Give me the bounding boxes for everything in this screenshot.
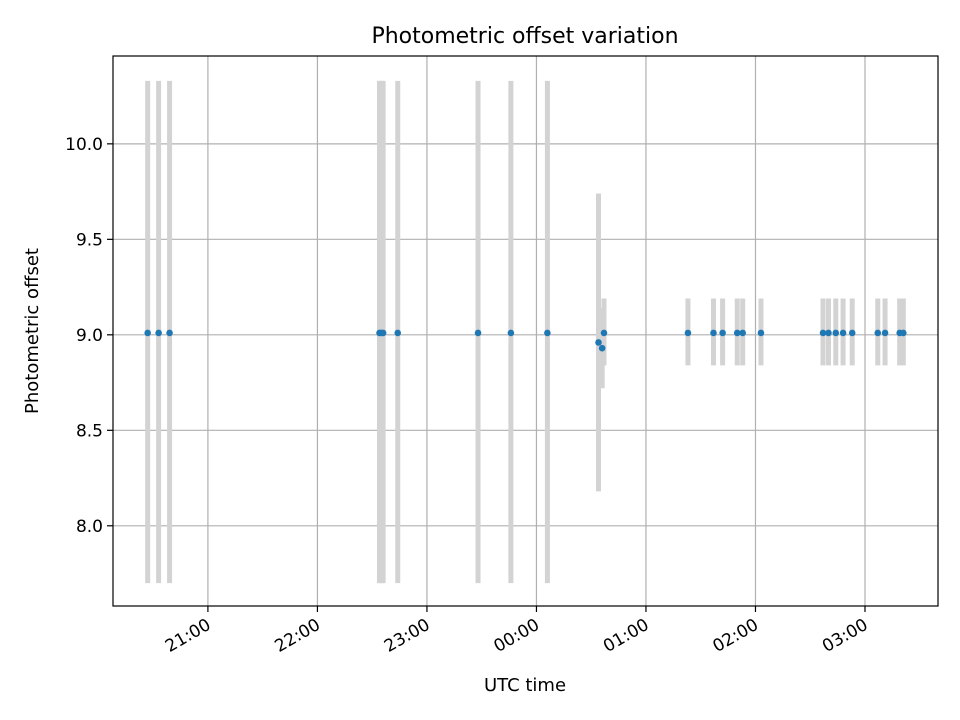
y-tick-label: 9.5 (76, 230, 103, 250)
data-point (819, 329, 827, 337)
data-points (144, 329, 907, 352)
data-point (900, 329, 907, 337)
data-point (507, 329, 515, 337)
data-point (544, 329, 551, 337)
y-tick-label: 8.5 (76, 421, 103, 441)
data-point (739, 329, 747, 337)
data-point (719, 329, 726, 337)
data-point (379, 329, 387, 337)
data-point (474, 329, 482, 337)
data-point (598, 344, 606, 352)
data-point (757, 329, 765, 337)
y-tick-label: 8.0 (76, 517, 103, 537)
data-point (155, 329, 162, 337)
data-point (848, 329, 856, 337)
data-point (394, 329, 402, 337)
y-tick-label: 9.0 (76, 326, 103, 346)
data-point (684, 329, 692, 337)
data-point (832, 329, 840, 337)
chart-title: Photometric offset variation (371, 24, 678, 49)
x-axis-label: UTC time (484, 675, 566, 696)
grid (113, 56, 938, 606)
data-point (710, 329, 717, 337)
data-point (144, 329, 151, 337)
data-point (595, 339, 602, 346)
data-point (600, 329, 608, 337)
plot-frame (112, 55, 939, 607)
data-point (874, 329, 882, 337)
data-point (733, 329, 741, 337)
y-axis-label: Photometric offset (22, 248, 43, 414)
y-tick-label: 10.0 (65, 135, 103, 155)
data-point (825, 329, 832, 337)
data-point (881, 329, 889, 337)
data-point (166, 329, 173, 337)
data-point (839, 329, 847, 337)
y-axis-ticks: 8.0 8.5 9.0 9.5 10.0 (65, 135, 113, 537)
